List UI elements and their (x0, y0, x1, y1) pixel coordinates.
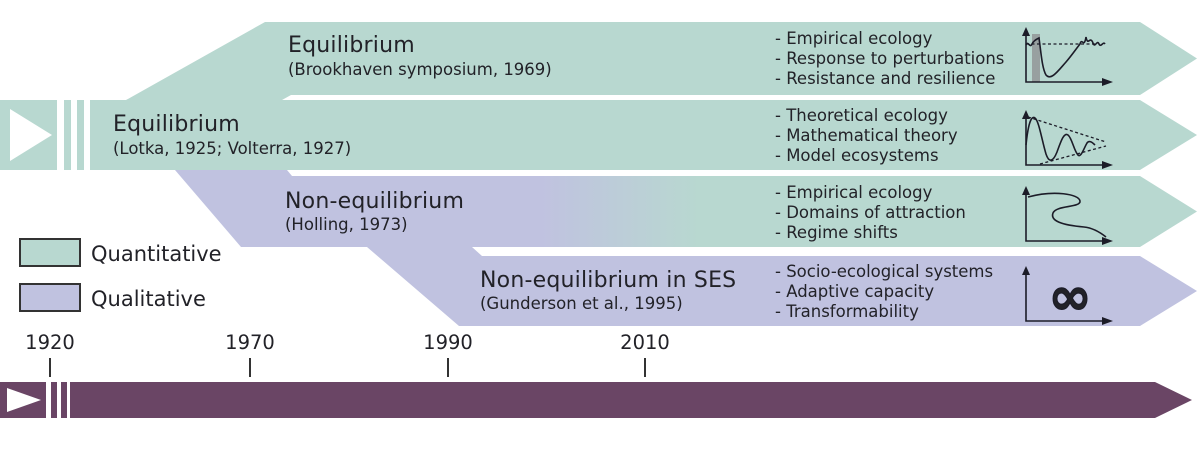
band-3-bullet: - Domains of attraction (775, 203, 966, 222)
axes (1025, 191, 1108, 242)
band-2-citation: (Lotka, 1925; Volterra, 1927) (113, 139, 351, 158)
band-equilibrium-brookhaven: Equilibrium (Brookhaven symposium, 1969)… (126, 22, 1197, 100)
band-2-bullet: - Theoretical ecology (775, 106, 948, 125)
y-axis-arrowhead (1022, 186, 1030, 195)
legend-label-quantitative: Quantitative (91, 242, 222, 266)
band-4-arrow-shape (367, 247, 1197, 326)
band-4-bullet: - Transformability (775, 302, 919, 321)
upper-envelope-dashed (1027, 116, 1107, 143)
band-4-bullet: - Socio-ecological systems (775, 262, 993, 281)
year-label-1970: 1970 (225, 331, 275, 354)
year-label-1920: 1920 (25, 331, 75, 354)
band-3-bullet: - Empirical ecology (775, 183, 933, 202)
band-4-bullet: - Adaptive capacity (775, 282, 934, 301)
x-axis-arrowhead (1102, 78, 1113, 86)
band-3-bullet: - Regime shifts (775, 223, 898, 242)
band-2-break-notch (10, 109, 52, 161)
band-1-bullet: - Empirical ecology (775, 29, 933, 48)
perturbation-recovery-chart-icon (1022, 27, 1113, 86)
y-axis-arrowhead (1022, 266, 1030, 275)
band-2-bullet: - Mathematical theory (775, 126, 958, 145)
time-axis-arrow-bar (70, 382, 1192, 418)
year-label-2010: 2010 (620, 331, 670, 354)
perturbation-bar (1032, 34, 1040, 82)
band-3-citation: (Holling, 1973) (285, 215, 408, 234)
band-2-bullet: - Model ecosystems (775, 146, 939, 165)
time-axis-break-notch (7, 388, 41, 412)
time-axis-break-bar (51, 382, 57, 418)
y-axis-arrowhead (1022, 27, 1030, 36)
fold-curve (1027, 192, 1107, 238)
legend-swatch-quantitative (19, 238, 81, 267)
band-4-title: Non-equilibrium in SES (480, 268, 736, 293)
axes (1025, 115, 1108, 166)
band-equilibrium-lotka-volterra: Equilibrium (Lotka, 1925; Volterra, 1927… (0, 100, 1197, 170)
band-1-title: Equilibrium (288, 33, 415, 58)
band-1-arrow-shape (126, 22, 1197, 100)
band-non-equilibrium-ses: Non-equilibrium in SES (Gunderson et al.… (367, 247, 1197, 328)
band-1-bullet: - Response to perturbations (775, 49, 1004, 68)
band-non-equilibrium-holling: Non-equilibrium (Holling, 1973) - Empiri… (175, 170, 1197, 247)
damped-oscillation-chart-icon (1022, 110, 1113, 169)
band-2-title: Equilibrium (113, 112, 240, 137)
legend: Quantitative Qualitative (19, 238, 222, 312)
axes (1025, 32, 1108, 83)
time-axis: 1920 1970 1990 2010 (0, 331, 1192, 418)
x-axis-arrowhead (1102, 317, 1113, 325)
band-3-arrow-shape (175, 170, 1197, 247)
damped-wave-curve (1025, 116, 1096, 161)
band-1-citation: (Brookhaven symposium, 1969) (288, 60, 552, 79)
x-axis-arrowhead (1102, 237, 1113, 245)
legend-swatch-qualitative (19, 283, 81, 312)
axes (1025, 271, 1108, 322)
band-4-citation: (Gunderson et al., 1995) (480, 294, 683, 313)
band-2-break-bar (77, 100, 84, 170)
band-1-bullet: - Resistance and resilience (775, 69, 995, 88)
time-axis-break-bar (61, 382, 67, 418)
recovery-curve (1025, 36, 1106, 78)
year-label-1990: 1990 (423, 331, 473, 354)
band-3-title: Non-equilibrium (285, 189, 464, 214)
infinity-icon: ∞ (1048, 267, 1091, 327)
y-axis-arrowhead (1022, 110, 1030, 119)
x-axis-arrowhead (1102, 161, 1113, 169)
lower-envelope-dashed (1039, 145, 1107, 165)
legend-label-qualitative: Qualitative (91, 287, 206, 311)
band-2-break-bar (64, 100, 71, 170)
band-2-arrow-shape (90, 100, 1197, 170)
adaptive-cycle-infinity-chart-icon: ∞ (1022, 266, 1113, 328)
fold-hysteresis-chart-icon (1022, 186, 1113, 245)
